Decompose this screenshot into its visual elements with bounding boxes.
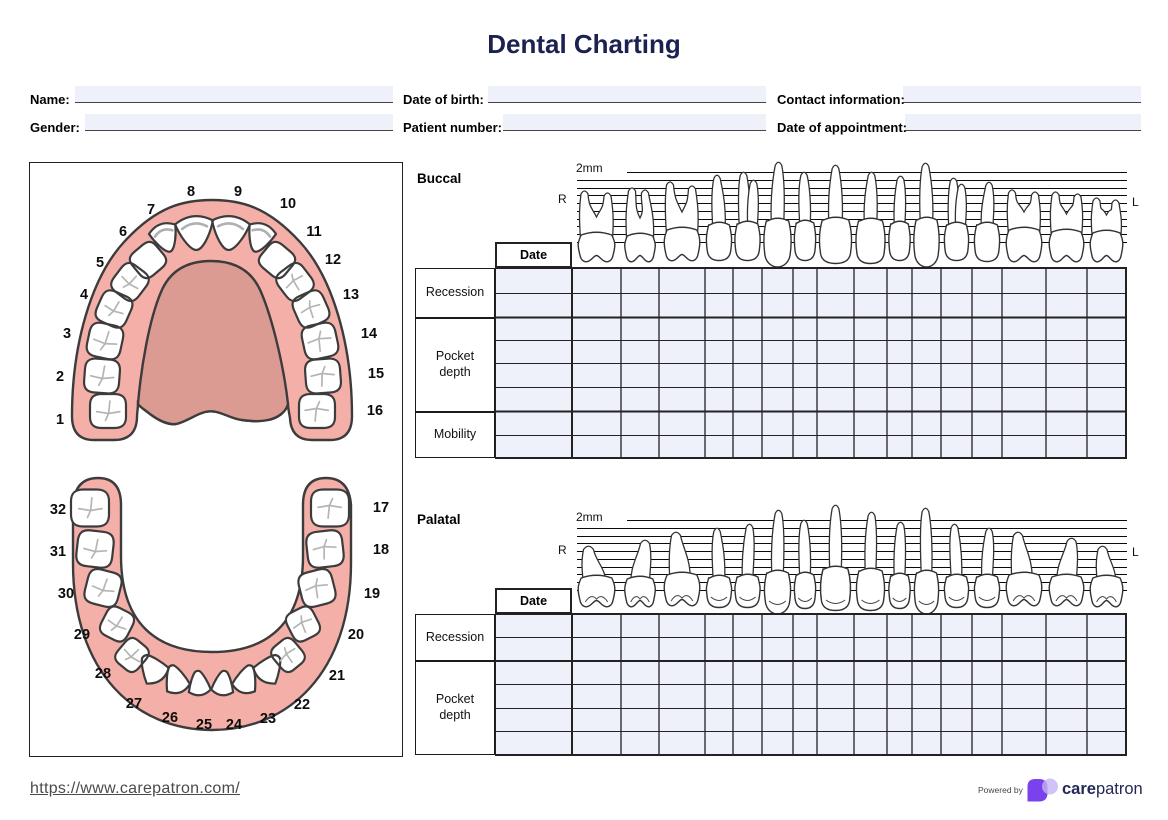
svg-text:14: 14 (361, 326, 377, 342)
svg-text:31: 31 (50, 544, 66, 560)
svg-text:R: R (558, 192, 567, 206)
svg-text:7: 7 (147, 202, 155, 218)
svg-text:30: 30 (58, 586, 74, 602)
svg-text:L: L (1132, 195, 1139, 209)
svg-text:16: 16 (367, 403, 383, 419)
svg-text:2: 2 (56, 369, 64, 385)
svg-text:26: 26 (162, 710, 178, 726)
svg-text:2mm: 2mm (576, 161, 603, 175)
svg-text:21: 21 (329, 668, 345, 684)
svg-text:23: 23 (260, 711, 276, 727)
svg-text:29: 29 (74, 627, 90, 643)
svg-text:L: L (1132, 545, 1139, 559)
svg-text:17: 17 (373, 500, 389, 516)
svg-text:4: 4 (80, 287, 88, 303)
svg-text:9: 9 (234, 184, 242, 200)
svg-text:15: 15 (368, 366, 384, 382)
svg-text:28: 28 (95, 666, 111, 682)
svg-text:3: 3 (63, 326, 71, 342)
svg-text:8: 8 (187, 184, 195, 200)
svg-text:18: 18 (373, 542, 389, 558)
svg-text:6: 6 (119, 224, 127, 240)
svg-text:5: 5 (96, 255, 104, 271)
svg-text:27: 27 (126, 696, 142, 712)
svg-text:R: R (558, 543, 567, 557)
svg-text:19: 19 (364, 586, 380, 602)
svg-text:22: 22 (294, 697, 310, 713)
svg-text:2mm: 2mm (576, 510, 603, 524)
svg-text:25: 25 (196, 717, 212, 733)
svg-text:24: 24 (226, 717, 242, 733)
svg-text:20: 20 (348, 627, 364, 643)
svg-text:1: 1 (56, 412, 64, 428)
svg-text:11: 11 (306, 224, 321, 240)
svg-text:32: 32 (50, 502, 66, 518)
svg-text:12: 12 (325, 252, 341, 268)
svg-text:10: 10 (280, 196, 296, 212)
svg-text:13: 13 (343, 287, 359, 303)
